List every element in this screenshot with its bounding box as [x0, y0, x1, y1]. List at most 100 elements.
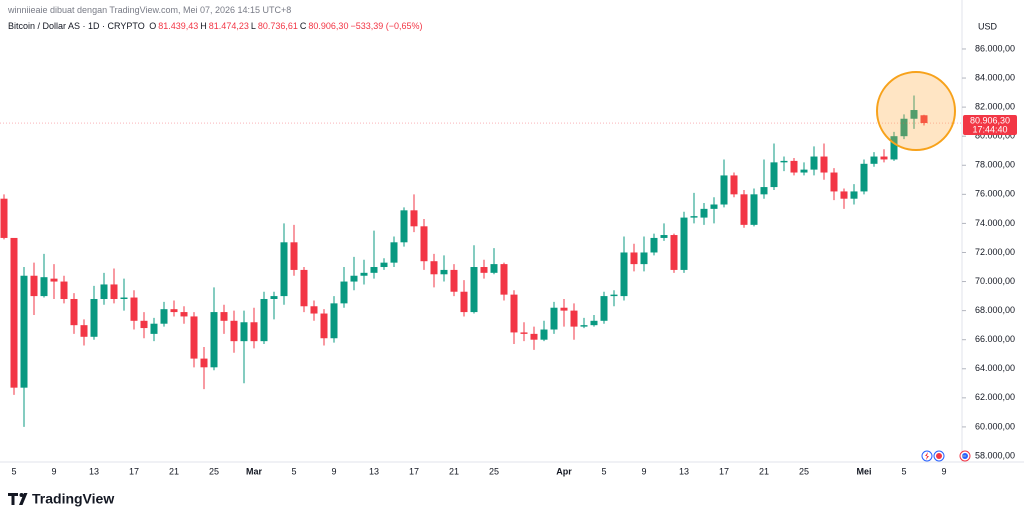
candle-body [740, 194, 748, 225]
candle-body [750, 194, 758, 225]
candle-body [760, 187, 768, 195]
x-tick-label: 25 [799, 466, 809, 476]
candle-body [520, 332, 528, 334]
candle-body [390, 242, 398, 263]
candle-body [60, 281, 68, 299]
candle-body [180, 312, 188, 317]
candle-body [470, 267, 478, 313]
x-tick-label: 9 [51, 466, 56, 476]
candle-body [820, 156, 828, 173]
currency: USD [978, 21, 998, 31]
x-tick-label: 5 [901, 466, 906, 476]
candle-body [790, 160, 798, 173]
x-tick-label: 17 [409, 466, 419, 476]
candle-body [340, 281, 348, 304]
x-tick-label: 21 [759, 466, 769, 476]
candle-body [80, 325, 88, 337]
brand-logo [8, 493, 28, 505]
candle-body [530, 333, 538, 340]
candle-body [850, 191, 858, 199]
candle-body [120, 297, 128, 299]
y-tick-label: 76.000,00 [975, 189, 1015, 199]
candle-body [110, 284, 118, 299]
candle-body [200, 358, 208, 368]
candle-body [910, 110, 918, 119]
ohlc-legend: Bitcoin / Dollar AS · 1D · CRYPTO O 81.43… [8, 21, 425, 31]
y-tick-label: 72.000,00 [975, 247, 1015, 257]
candle-body [620, 252, 628, 297]
candle-body [890, 136, 898, 160]
candle-body [880, 156, 888, 160]
candle-body [480, 267, 488, 273]
x-tick-label: 5 [11, 466, 16, 476]
x-tick-label: 9 [941, 466, 946, 476]
y-tick-label: 80.000,00 [975, 131, 1015, 141]
candle-body [720, 175, 728, 205]
candle-body [130, 297, 138, 321]
x-tick-label: 21 [449, 466, 459, 476]
legend-value: 80.736,61 [257, 21, 298, 31]
legend-value: 81.439,43 [158, 21, 199, 31]
candle-body [540, 329, 548, 340]
candle-body [460, 291, 468, 313]
candle-body [250, 322, 258, 342]
candle-body [710, 204, 718, 209]
candle-body [430, 261, 438, 275]
legend-key: O [149, 21, 157, 31]
candle-body [900, 118, 908, 137]
legend-key: L [250, 21, 256, 31]
candle-body [380, 262, 388, 268]
candle-body [500, 264, 508, 295]
candle-body [10, 237, 18, 388]
candle-body [660, 235, 668, 238]
countdown: 17:44:40 [972, 124, 1007, 134]
candle-body [290, 242, 298, 270]
candle-body [280, 242, 288, 297]
brand-name: TradingView [32, 491, 114, 507]
x-tick-label: 5 [291, 466, 296, 476]
candle-body [150, 323, 158, 334]
candle-body [160, 309, 168, 324]
x-tick-label: Apr [556, 466, 572, 476]
candle-body [680, 217, 688, 270]
candle-body [320, 313, 328, 339]
x-tick-label: 25 [489, 466, 499, 476]
candle-body [570, 310, 578, 327]
x-tick-label: Mei [856, 466, 871, 476]
candle-body [50, 278, 58, 282]
legend-value: 81.474,23 [208, 21, 249, 31]
candle-body [230, 320, 238, 342]
candle-body [140, 320, 148, 329]
candle-body [220, 312, 228, 321]
candle-body [840, 191, 848, 199]
last-price-tag [963, 115, 1017, 136]
y-tick-label: 68.000,00 [975, 305, 1015, 315]
candle-body [810, 156, 818, 170]
x-tick-label: 5 [601, 466, 606, 476]
candle-body [650, 237, 658, 253]
watermark: winniieaie dibuat dengan TradingView.com… [8, 5, 292, 15]
candle-body [640, 252, 648, 265]
candle-body [420, 226, 428, 262]
candle-body [800, 169, 808, 173]
highlight-circle [876, 71, 956, 151]
candle-body [860, 163, 868, 192]
x-tick-label: 21 [169, 466, 179, 476]
candle-body [730, 175, 738, 195]
x-tick-label: 17 [719, 466, 729, 476]
x-tick-label: 13 [679, 466, 689, 476]
y-tick-label: 82.000,00 [975, 101, 1015, 111]
y-tick-label: 74.000,00 [975, 218, 1015, 228]
x-tick-label: 13 [369, 466, 379, 476]
candle-body [370, 267, 378, 273]
candle-body [210, 312, 218, 368]
y-tick-label: 62.000,00 [975, 392, 1015, 402]
candle-body [770, 162, 778, 188]
y-tick-label: 66.000,00 [975, 334, 1015, 344]
candle-body [830, 172, 838, 192]
candle-body [690, 216, 698, 218]
legend-value: 80.906,30 [308, 21, 349, 31]
candle-body [580, 325, 588, 327]
